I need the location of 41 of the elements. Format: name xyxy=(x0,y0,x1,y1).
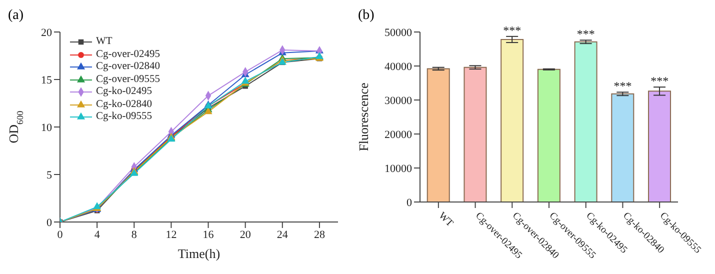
y-tick-label: 10 xyxy=(41,122,52,134)
y-tick-label: 30000 xyxy=(384,94,412,107)
y-tick-label: 50000 xyxy=(384,26,412,39)
chart-title: (b) xyxy=(358,8,374,23)
y-tick-label: 20000 xyxy=(384,128,412,141)
legend-label: Cg-ko-09555 xyxy=(96,111,152,124)
bar xyxy=(574,41,598,202)
x-tick-label: 28 xyxy=(314,228,326,241)
x-tick-label: 8 xyxy=(131,228,138,241)
bar xyxy=(611,93,634,202)
y-tick-label: 0 xyxy=(406,196,412,209)
y-tick-label: 15 xyxy=(41,74,52,86)
x-tick-label: 0 xyxy=(57,228,64,241)
bar xyxy=(648,90,672,202)
y-tick-label: 5 xyxy=(46,169,52,182)
legend-label: WT xyxy=(96,36,112,48)
x-tick-label: 20 xyxy=(240,228,252,241)
x-tick-label: 24 xyxy=(276,228,288,241)
y-tick-label: 10000 xyxy=(384,162,412,175)
y-tick-label: 20 xyxy=(41,26,52,39)
bar xyxy=(426,68,450,202)
y-axis-title: Fluorescence xyxy=(356,82,371,152)
annotation: *** xyxy=(576,27,595,42)
annotation: *** xyxy=(614,79,632,94)
legend-label: Cg-over-02495 xyxy=(96,48,160,61)
legend-label: Cg-ko-02840 xyxy=(96,98,152,111)
x-tick-label: 12 xyxy=(166,228,177,241)
legend-label: Cg-ko-02495 xyxy=(96,86,152,98)
y-tick-label: 40000 xyxy=(384,60,412,73)
x-tick-label: WT xyxy=(436,210,456,230)
x-tick-label: 16 xyxy=(202,228,214,241)
legend-label: Cg-over-02840 xyxy=(96,61,160,74)
annotation: *** xyxy=(650,74,669,88)
x-tick-label: 4 xyxy=(94,228,100,241)
annotation: *** xyxy=(503,23,522,38)
bar xyxy=(464,66,487,202)
chart-title: (a) xyxy=(8,8,25,25)
legend-label: Cg-over-09555 xyxy=(96,74,160,86)
bar xyxy=(537,68,560,202)
x-axis-title: Time(h) xyxy=(178,246,220,261)
bar xyxy=(500,38,524,202)
